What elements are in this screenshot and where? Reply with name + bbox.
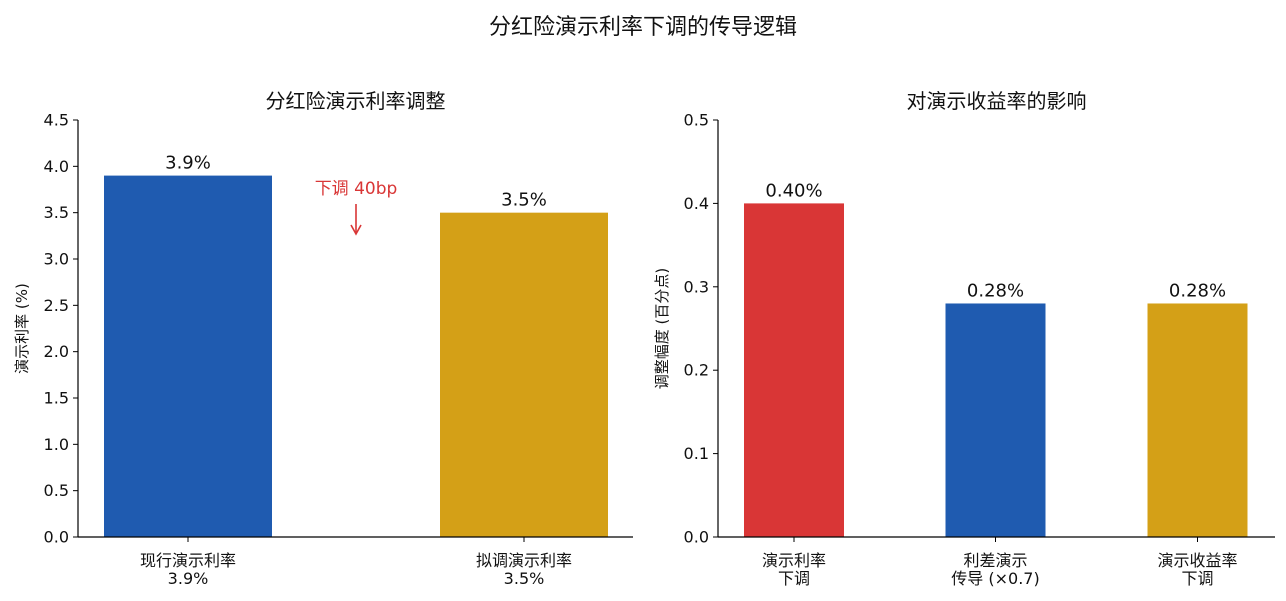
bar-value-label: 0.28% bbox=[1169, 280, 1226, 301]
bar-1 bbox=[744, 203, 844, 537]
x-category-label: 传导 (×0.7) bbox=[951, 569, 1039, 588]
y-tick-label: 2.0 bbox=[44, 342, 69, 361]
x-category-label: 利差演示 bbox=[963, 551, 1027, 570]
bar-2 bbox=[440, 212, 608, 537]
y-tick-label: 0.5 bbox=[684, 111, 709, 130]
chart-title: 对演示收益率的影响 bbox=[907, 89, 1087, 113]
annotation-arrow-head bbox=[350, 224, 362, 236]
annotation-label: 下调 40bp bbox=[315, 179, 398, 199]
y-tick-label: 0.0 bbox=[44, 528, 69, 547]
bar-value-label: 0.28% bbox=[967, 280, 1024, 301]
bar-1 bbox=[104, 175, 272, 537]
y-tick-label: 1.0 bbox=[44, 435, 69, 454]
bar-3 bbox=[1147, 303, 1248, 537]
chart-title: 分红险演示利率调整 bbox=[266, 89, 446, 113]
y-tick-label: 0.4 bbox=[684, 194, 709, 213]
y-tick-label: 0.0 bbox=[684, 528, 709, 547]
bar-value-label: 0.40% bbox=[765, 180, 822, 201]
x-category-label: 3.9% bbox=[168, 569, 209, 588]
x-category-label: 下调 bbox=[1181, 569, 1213, 588]
y-tick-label: 1.5 bbox=[44, 389, 69, 408]
y-tick-label: 3.5 bbox=[44, 203, 69, 222]
y-tick-label: 4.5 bbox=[44, 111, 69, 130]
y-axis-title: 调整幅度 (百分点) bbox=[653, 268, 671, 389]
x-category-label: 3.5% bbox=[504, 569, 545, 588]
bar-value-label: 3.9% bbox=[165, 153, 211, 174]
x-category-label: 现行演示利率 bbox=[140, 551, 236, 570]
y-tick-label: 0.2 bbox=[684, 361, 709, 380]
y-axis-title: 演示利率 (%) bbox=[13, 283, 31, 374]
bar-2 bbox=[945, 303, 1046, 537]
y-tick-label: 3.0 bbox=[44, 250, 69, 269]
bar-value-label: 3.5% bbox=[501, 190, 547, 211]
y-tick-label: 4.0 bbox=[44, 157, 69, 176]
y-tick-label: 0.5 bbox=[44, 481, 69, 500]
x-category-label: 演示收益率 bbox=[1157, 551, 1237, 570]
x-category-label: 拟调演示利率 bbox=[476, 551, 572, 570]
y-tick-label: 2.5 bbox=[44, 296, 69, 315]
x-category-label: 下调 bbox=[778, 569, 810, 588]
y-tick-label: 0.3 bbox=[684, 277, 709, 296]
figure-title: 分红险演示利率下调的传导逻辑 bbox=[489, 15, 797, 40]
y-tick-label: 0.1 bbox=[684, 444, 709, 463]
x-category-label: 演示利率 bbox=[762, 551, 826, 570]
